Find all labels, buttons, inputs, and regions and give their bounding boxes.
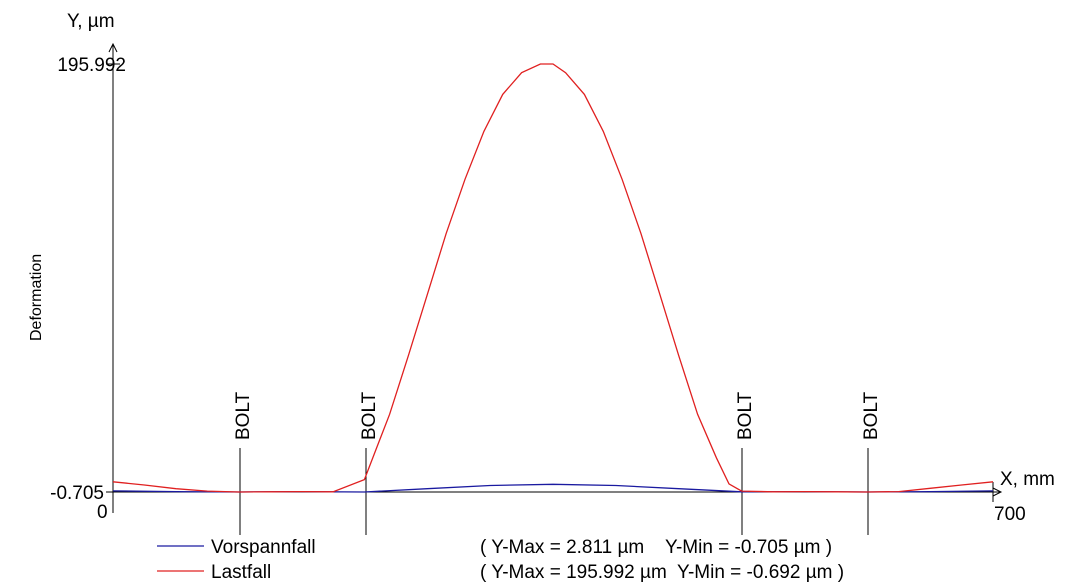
y-axis-title: Y, µm <box>67 11 115 32</box>
y-axis-arrow <box>108 42 118 53</box>
x-tick-label-min: 0 <box>97 502 108 523</box>
legend-label: Lastfall <box>211 562 271 583</box>
legend-item-lastfall: Lastfall ( Y-Max = 195.992 µm Y-Min = -0… <box>157 562 844 583</box>
y-tick-label-max: 195.992 <box>57 55 126 76</box>
bolt-marker-1: BOLT <box>233 391 254 535</box>
bolt-marker-2: BOLT <box>359 391 380 535</box>
y-axis-side-label: Deformation <box>28 254 45 341</box>
x-axis-arrow <box>992 487 1003 497</box>
x-tick-label-max: 700 <box>994 504 1026 525</box>
bolt-label: BOLT <box>861 391 882 440</box>
bolt-label: BOLT <box>233 391 254 440</box>
bolt-label: BOLT <box>735 391 756 440</box>
legend-summary: ( Y-Max = 195.992 µm Y-Min = -0.692 µm ) <box>480 562 844 583</box>
legend-item-vorspannfall: Vorspannfall ( Y-Max = 2.811 µm Y-Min = … <box>157 537 832 558</box>
y-tick-label-min: -0.705 <box>50 483 104 504</box>
x-axis-title: X, mm <box>1000 469 1055 490</box>
legend-label: Vorspannfall <box>211 537 316 558</box>
legend: Vorspannfall ( Y-Max = 2.811 µm Y-Min = … <box>157 537 844 583</box>
bolt-label: BOLT <box>359 391 380 440</box>
bolt-marker-3: BOLT <box>735 391 756 535</box>
legend-summary: ( Y-Max = 2.811 µm Y-Min = -0.705 µm ) <box>480 537 832 558</box>
series-line-vorspannfall <box>112 483 994 493</box>
series-line-lastfall <box>112 63 994 493</box>
bolt-marker-4: BOLT <box>861 391 882 535</box>
